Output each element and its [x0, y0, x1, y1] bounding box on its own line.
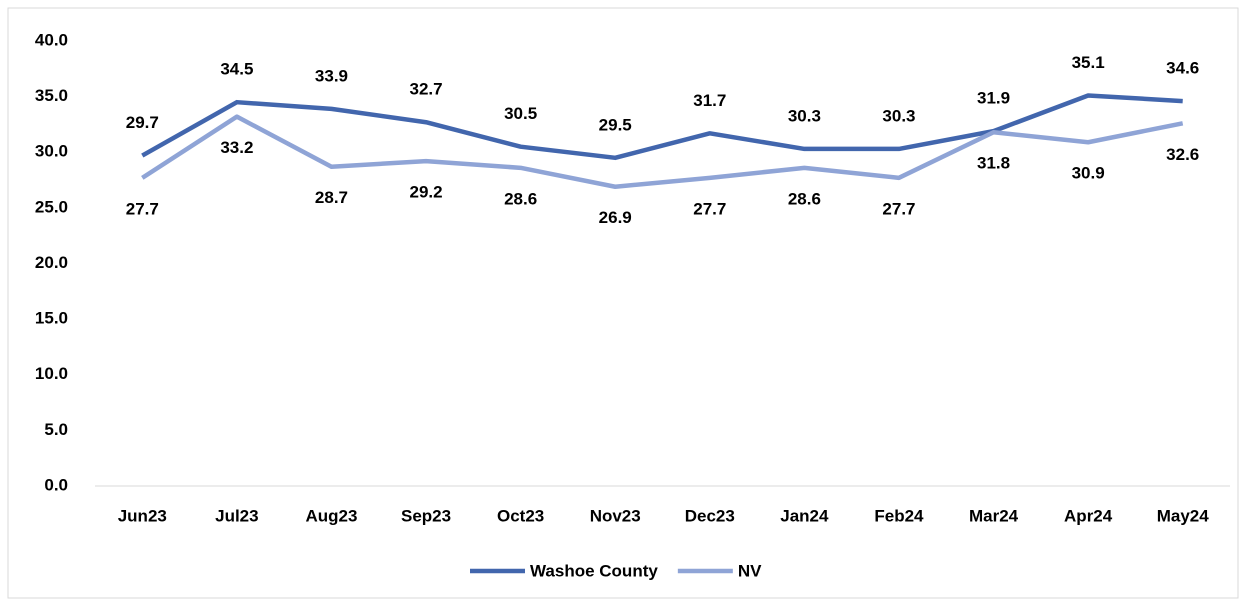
x-tick-label: Sep23 — [401, 506, 451, 525]
data-label: 30.3 — [788, 106, 821, 125]
y-tick-label: 20.0 — [35, 253, 68, 272]
x-tick-label: Mar24 — [969, 506, 1019, 525]
data-label: 29.7 — [126, 113, 159, 132]
data-label: 31.8 — [977, 154, 1010, 173]
data-label: 31.7 — [693, 91, 726, 110]
data-label: 35.1 — [1072, 53, 1105, 72]
y-tick-label: 15.0 — [35, 309, 68, 328]
y-tick-label: 40.0 — [35, 30, 68, 49]
data-label: 31.9 — [977, 89, 1010, 108]
y-tick-label: 10.0 — [35, 364, 68, 383]
data-label: 34.5 — [220, 60, 253, 79]
y-tick-label: 5.0 — [44, 420, 68, 439]
x-tick-label: Jan24 — [780, 506, 829, 525]
data-label: 30.9 — [1072, 164, 1105, 183]
data-label: 26.9 — [599, 208, 632, 227]
x-tick-label: Apr24 — [1064, 506, 1113, 525]
x-tick-label: Oct23 — [497, 506, 544, 525]
x-tick-label: Nov23 — [590, 506, 641, 525]
x-tick-label: Jul23 — [215, 506, 258, 525]
data-label: 29.5 — [599, 115, 632, 134]
data-label: 34.6 — [1166, 59, 1199, 78]
data-label: 33.9 — [315, 66, 348, 85]
data-label: 30.3 — [882, 106, 915, 125]
data-label: 33.2 — [220, 138, 253, 157]
data-label: 28.6 — [504, 189, 537, 208]
series-line — [141, 114, 1184, 189]
x-tick-label: Aug23 — [305, 506, 357, 525]
x-tick-label: Dec23 — [685, 506, 735, 525]
data-label: 28.6 — [788, 189, 821, 208]
chart-border — [7, 7, 1239, 599]
legend-label: NV — [738, 561, 762, 580]
y-tick-label: 0.0 — [44, 475, 68, 494]
data-label: 27.7 — [126, 199, 159, 218]
data-label: 32.6 — [1166, 145, 1199, 164]
data-label: 32.7 — [409, 80, 442, 99]
legend-label: Washoe County — [530, 561, 658, 580]
data-label: 27.7 — [882, 199, 915, 218]
series-line — [141, 93, 1183, 161]
x-tick-label: Jun23 — [118, 506, 167, 525]
y-tick-label: 35.0 — [35, 86, 68, 105]
data-label: 27.7 — [693, 199, 726, 218]
data-label: 28.7 — [315, 188, 348, 207]
data-label: 29.2 — [409, 183, 442, 202]
data-label: 30.5 — [504, 104, 537, 123]
y-tick-label: 25.0 — [35, 197, 68, 216]
x-tick-label: Feb24 — [874, 506, 924, 525]
y-tick-label: 30.0 — [35, 142, 68, 161]
x-tick-label: May24 — [1157, 506, 1210, 525]
